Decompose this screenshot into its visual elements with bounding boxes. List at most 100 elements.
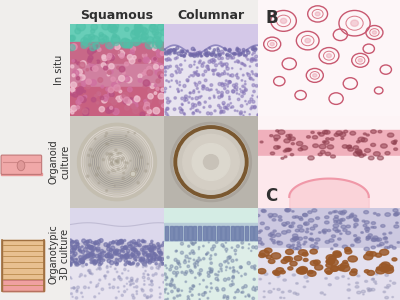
- Circle shape: [120, 241, 124, 244]
- Circle shape: [194, 82, 196, 84]
- Circle shape: [114, 185, 115, 186]
- Circle shape: [250, 98, 253, 101]
- Circle shape: [104, 243, 108, 247]
- Circle shape: [380, 144, 387, 148]
- Circle shape: [348, 145, 352, 148]
- Circle shape: [292, 274, 296, 276]
- Circle shape: [290, 238, 296, 242]
- Circle shape: [193, 112, 194, 113]
- Circle shape: [324, 221, 329, 224]
- Circle shape: [286, 222, 290, 224]
- Circle shape: [124, 286, 125, 287]
- Circle shape: [198, 51, 202, 54]
- Bar: [258, 208, 400, 249]
- Circle shape: [272, 219, 276, 221]
- Circle shape: [92, 257, 94, 259]
- Circle shape: [234, 53, 236, 55]
- Circle shape: [122, 95, 127, 100]
- Circle shape: [184, 95, 188, 98]
- Circle shape: [135, 23, 141, 29]
- Circle shape: [114, 261, 117, 264]
- Circle shape: [86, 245, 89, 248]
- Circle shape: [209, 47, 211, 49]
- Circle shape: [150, 295, 152, 297]
- Circle shape: [170, 49, 173, 52]
- Circle shape: [218, 54, 221, 56]
- Circle shape: [229, 75, 231, 76]
- Circle shape: [92, 66, 98, 71]
- Circle shape: [73, 287, 75, 289]
- Circle shape: [134, 32, 138, 36]
- Circle shape: [150, 246, 152, 248]
- Circle shape: [142, 258, 145, 261]
- Circle shape: [221, 244, 224, 247]
- Circle shape: [166, 107, 169, 110]
- Circle shape: [232, 276, 234, 279]
- Circle shape: [122, 168, 123, 169]
- Circle shape: [240, 111, 242, 114]
- Circle shape: [155, 258, 158, 261]
- Circle shape: [286, 208, 291, 212]
- Circle shape: [226, 297, 229, 300]
- Circle shape: [146, 255, 149, 257]
- Circle shape: [258, 268, 266, 274]
- Circle shape: [203, 279, 204, 281]
- Circle shape: [315, 242, 318, 244]
- Circle shape: [72, 296, 73, 297]
- Circle shape: [134, 250, 138, 254]
- Circle shape: [127, 289, 128, 290]
- Circle shape: [262, 210, 266, 212]
- Circle shape: [198, 257, 200, 259]
- Circle shape: [180, 242, 184, 245]
- Circle shape: [80, 250, 82, 253]
- Circle shape: [151, 280, 153, 282]
- Circle shape: [200, 52, 202, 55]
- Circle shape: [167, 256, 169, 259]
- Circle shape: [237, 271, 238, 272]
- Text: Columnar: Columnar: [178, 9, 244, 22]
- Circle shape: [204, 70, 207, 73]
- Circle shape: [112, 100, 117, 105]
- Circle shape: [284, 139, 290, 143]
- Circle shape: [189, 64, 192, 68]
- Circle shape: [366, 236, 370, 239]
- Circle shape: [111, 55, 114, 58]
- Circle shape: [136, 293, 138, 295]
- Circle shape: [240, 88, 241, 90]
- Circle shape: [99, 261, 103, 265]
- Circle shape: [178, 91, 180, 92]
- Circle shape: [302, 252, 308, 256]
- Circle shape: [144, 261, 146, 263]
- Circle shape: [181, 103, 183, 105]
- Circle shape: [386, 287, 389, 289]
- Circle shape: [151, 258, 155, 262]
- Circle shape: [152, 247, 156, 250]
- Circle shape: [183, 55, 186, 58]
- Bar: [164, 242, 258, 300]
- Circle shape: [99, 32, 103, 37]
- Circle shape: [71, 278, 72, 279]
- Circle shape: [138, 79, 142, 82]
- Circle shape: [227, 256, 230, 260]
- Circle shape: [198, 249, 199, 250]
- Circle shape: [357, 291, 361, 294]
- Circle shape: [268, 214, 273, 217]
- Circle shape: [96, 60, 100, 63]
- Circle shape: [150, 256, 153, 259]
- Bar: [250, 226, 253, 240]
- Circle shape: [130, 283, 132, 285]
- Circle shape: [107, 143, 109, 145]
- Circle shape: [71, 65, 74, 68]
- Circle shape: [131, 252, 133, 254]
- Circle shape: [288, 290, 291, 292]
- Circle shape: [76, 106, 80, 109]
- Circle shape: [135, 26, 142, 33]
- Circle shape: [78, 249, 80, 251]
- Circle shape: [118, 158, 120, 160]
- Circle shape: [322, 130, 328, 134]
- Circle shape: [126, 135, 127, 136]
- Circle shape: [296, 283, 298, 284]
- Circle shape: [192, 91, 195, 94]
- Circle shape: [238, 61, 240, 63]
- Circle shape: [384, 237, 387, 239]
